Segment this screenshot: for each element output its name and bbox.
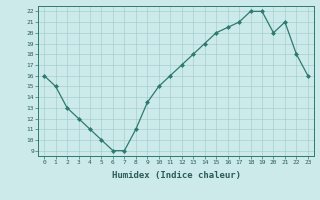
- X-axis label: Humidex (Indice chaleur): Humidex (Indice chaleur): [111, 171, 241, 180]
